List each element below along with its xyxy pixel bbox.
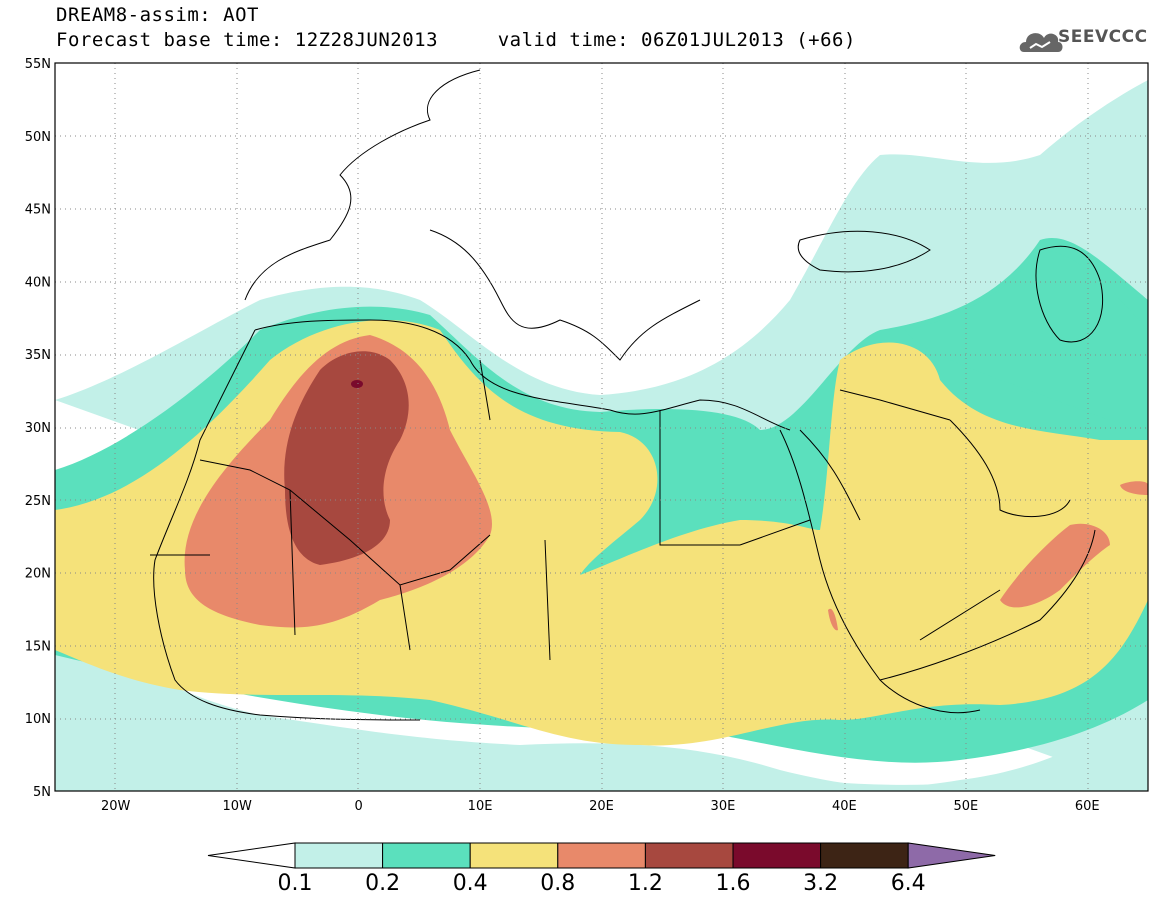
colorbar-label: 0.2 [365,871,401,896]
colorbar-label: 1.2 [627,871,663,896]
colorbar-swatch [557,842,646,869]
lat-tick-label: 50N [25,130,51,145]
lat-tick-label: 15N [25,639,51,654]
lat-tick-label: 5N [33,785,51,800]
lon-tick-label: 10E [468,799,493,814]
lat-tick-label: 10N [25,712,51,727]
colorbar-min-arrow [207,842,296,869]
colorbar-label: 6.4 [890,871,926,896]
lon-tick-label: 40E [832,799,857,814]
cloud-icon [1019,33,1063,52]
colorbar-label: 0.1 [277,871,313,896]
lon-tick-label: 10W [222,799,252,814]
colorbar-swatch [382,842,471,869]
colorbar-label: 3.2 [803,871,839,896]
colorbar-swatch [469,842,559,869]
red-sea-coast [779,429,981,714]
colorbar-swatch [820,842,909,869]
caspian-coast [1035,245,1104,343]
colorbar-swatch [644,842,734,869]
colorbar [207,842,996,869]
colorbar-swatch [294,842,384,869]
map-title: DREAM8-assim: AOT [56,4,259,26]
lon-tick-label: 30E [711,799,736,814]
grid [55,63,1148,791]
lon-tick-label: 0 [354,799,362,814]
colorbar-swatch [732,842,822,869]
colorbar-max-arrow [907,842,996,869]
lat-tick-label: 55N [25,57,51,72]
lat-tick-label: 40N [25,275,51,290]
coastline-africa-north [254,319,791,431]
map-frame [54,62,1149,792]
coastline-europe [244,69,701,361]
lon-tick-label: 50E [953,799,978,814]
lon-tick-label: 20W [101,799,131,814]
lon-tick-label: 20E [589,799,614,814]
colorbar-label: 0.8 [540,871,576,896]
logo-text: SEEVCCC [1058,27,1148,47]
country-borders [150,359,1001,661]
aot-contour-1.6 [351,380,363,388]
coastline-africa-west [153,329,421,721]
lat-tick-label: 45N [25,203,51,218]
forecast-times: Forecast base time: 12Z28JUN2013 valid t… [56,29,856,51]
lat-tick-label: 25N [25,494,51,509]
lat-tick-label: 20N [25,567,51,582]
black-sea-coast [797,230,931,273]
colorbar-label: 0.4 [452,871,488,896]
colorbar-label: 1.6 [715,871,751,896]
lat-tick-label: 30N [25,421,51,436]
lat-tick-label: 35N [25,348,51,363]
lon-tick-label: 60E [1075,799,1100,814]
arabia-coast [799,419,1096,681]
